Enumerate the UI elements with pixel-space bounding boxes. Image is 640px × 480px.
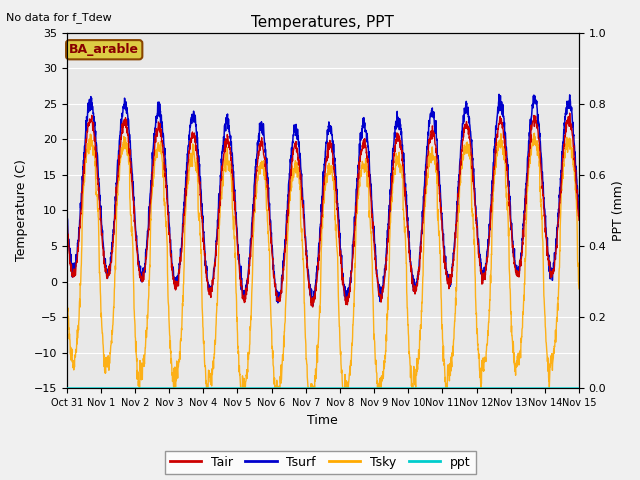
Tsky <box>338 370 346 376</box>
Tsky <box>349 334 356 339</box>
Line: Tair: Tair <box>67 113 579 307</box>
Text: No data for f_Tdew: No data for f_Tdew <box>6 12 112 23</box>
Tair <box>338 262 346 267</box>
Tair <box>530 113 538 119</box>
Text: BA_arable: BA_arable <box>69 43 140 56</box>
Tsurf <box>472 203 479 208</box>
Tsky <box>530 138 538 144</box>
ppt <box>205 385 213 391</box>
ppt <box>544 385 552 391</box>
Tsky <box>575 286 583 292</box>
Tair <box>566 110 573 116</box>
Tair <box>309 304 317 310</box>
Tsky <box>472 294 479 300</box>
Tair <box>575 217 583 223</box>
Tsky <box>206 371 214 376</box>
ppt <box>575 385 583 391</box>
ppt <box>337 385 345 391</box>
Line: Tsky: Tsky <box>67 133 579 388</box>
Tsurf <box>205 283 213 288</box>
Tsurf <box>349 242 356 248</box>
ppt <box>349 385 356 391</box>
Tair <box>544 257 552 263</box>
Line: Tsurf: Tsurf <box>67 94 579 306</box>
Tsurf <box>309 303 317 309</box>
ppt <box>63 385 70 391</box>
Tsurf <box>545 252 552 257</box>
Legend: Tair, Tsurf, Tsky, ppt: Tair, Tsurf, Tsky, ppt <box>164 451 476 474</box>
Tair <box>205 287 213 293</box>
Tsurf <box>531 98 538 104</box>
Tsurf <box>495 91 503 97</box>
Tsky <box>531 130 538 136</box>
Tsurf <box>63 213 70 219</box>
ppt <box>530 385 538 391</box>
Tair <box>472 207 479 213</box>
Y-axis label: PPT (mm): PPT (mm) <box>612 180 625 241</box>
Title: Temperatures, PPT: Temperatures, PPT <box>252 15 394 30</box>
Tsurf <box>338 254 346 260</box>
X-axis label: Time: Time <box>307 414 338 427</box>
ppt <box>472 385 479 391</box>
Tsky <box>545 356 552 362</box>
Tsky <box>63 286 70 292</box>
Tsurf <box>575 212 583 217</box>
Tsky <box>136 385 143 391</box>
Tair <box>63 216 70 222</box>
Y-axis label: Temperature (C): Temperature (C) <box>15 159 28 262</box>
Tair <box>349 256 356 262</box>
